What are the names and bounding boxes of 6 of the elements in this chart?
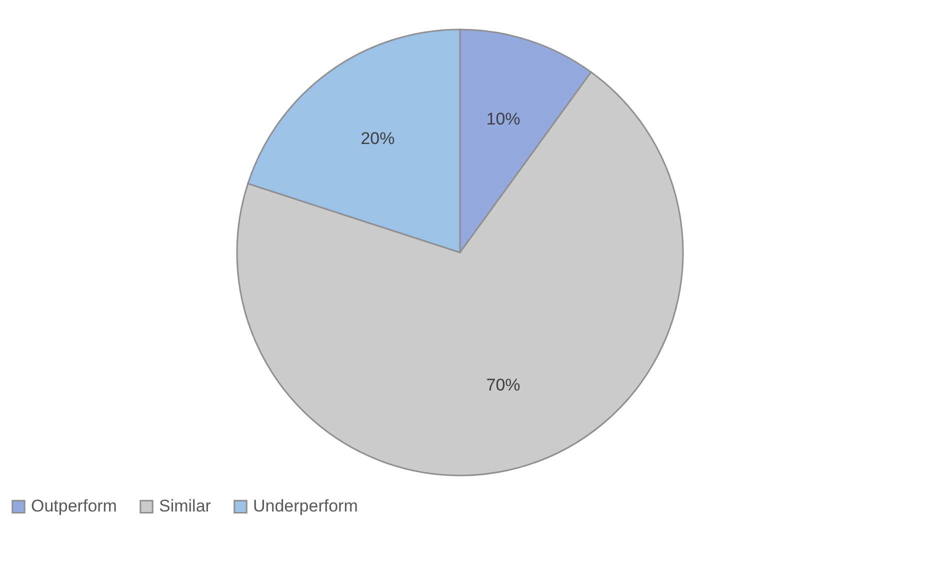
data-label: 70%	[486, 376, 520, 395]
legend-label: Underperform	[253, 496, 358, 516]
legend-label: Outperform	[31, 496, 117, 516]
legend-label: Similar	[159, 496, 212, 516]
data-label: 20%	[360, 129, 395, 148]
data-label: 10%	[486, 109, 520, 128]
